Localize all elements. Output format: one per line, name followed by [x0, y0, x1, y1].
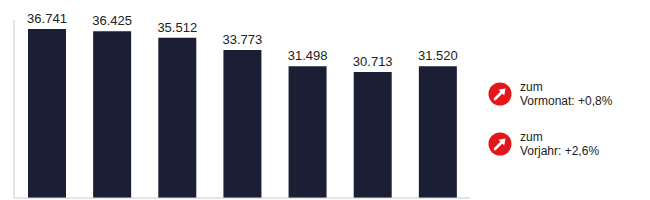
svg-text:30.713: 30.713	[353, 54, 393, 69]
svg-text:31.520: 31.520	[418, 48, 458, 63]
html-text:zum: zum	[520, 80, 543, 94]
svg-text:35.512: 35.512	[157, 20, 197, 35]
html-text:zum: zum	[520, 130, 543, 144]
html-text:Vormonat: +0,8%: Vormonat: +0,8%	[520, 94, 613, 108]
svg-text:31.498: 31.498	[288, 48, 328, 63]
svg-text:33.773: 33.773	[223, 32, 263, 47]
svg-text:36.741: 36.741	[27, 11, 67, 26]
html-text:Vorjahr: +2,6%: Vorjahr: +2,6%	[520, 144, 600, 158]
svg-text:36.425: 36.425	[92, 13, 132, 28]
